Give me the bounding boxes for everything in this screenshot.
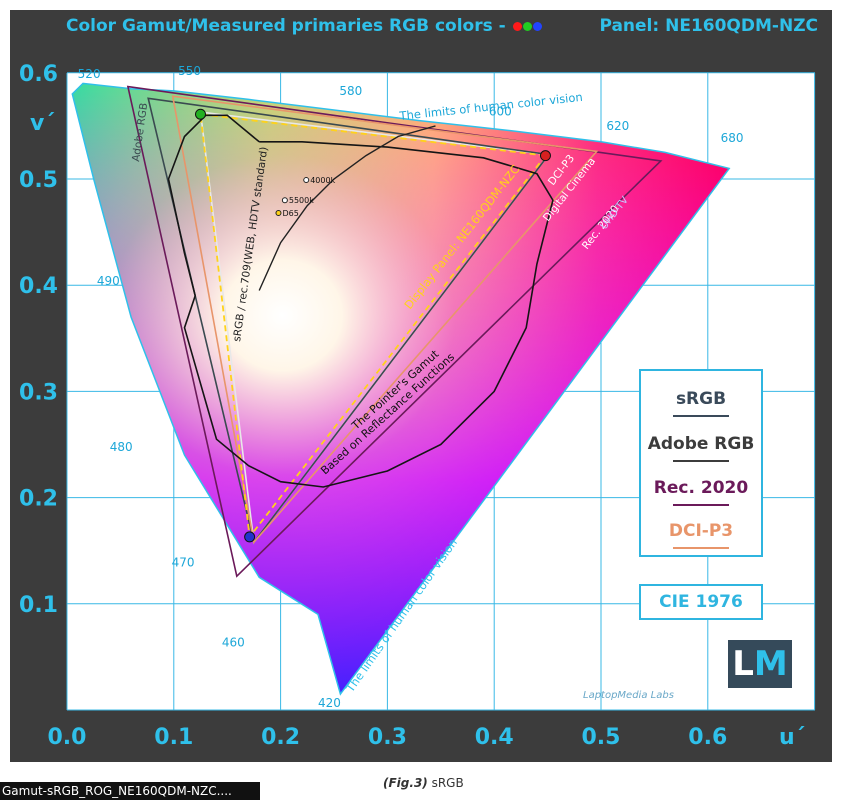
y-tick-label: 0.5: [19, 168, 58, 193]
legend-item-adobe-rgb: Adobe RGB: [647, 434, 755, 454]
y-tick-label: 0.6: [19, 62, 58, 87]
legend-item-rec2020: Rec. 2020: [653, 478, 749, 498]
x-axis-label: u´: [779, 725, 806, 750]
dcip3-triangle: [171, 95, 599, 544]
white-point-label: D65: [282, 209, 298, 218]
legend-item-dcip3: DCI-P3: [668, 521, 734, 541]
chart-title: Color Gamut/Measured primaries RGB color…: [66, 16, 542, 36]
laptopmedia-logo: LM: [728, 640, 792, 688]
wavelength-label: 600: [489, 104, 512, 118]
spectral-locus-glow: [72, 83, 730, 695]
wavelength-label: 680: [721, 131, 744, 145]
wavelength-label: 620: [606, 119, 629, 133]
white-point-label: 4000k: [310, 176, 335, 185]
logo-l: L: [732, 644, 754, 684]
wavelength-label: 480: [110, 440, 133, 454]
primary-dots: [512, 16, 542, 36]
labs-watermark: LaptopMedia Labs: [583, 690, 674, 701]
caption-fig: (Fig.3): [383, 776, 428, 790]
pointer-gamut-curve: [167, 114, 554, 488]
chart-title-text: Color Gamut/Measured primaries RGB color…: [66, 16, 506, 36]
y-tick-label: 0.3: [19, 380, 58, 405]
white-point-marker: [281, 197, 288, 204]
file-name-tag[interactable]: Gamut-sRGB_ROG_NE160QDM-NZC....: [0, 782, 260, 800]
gamut-lines: 4000k 5500k D65: [126, 85, 663, 578]
caption-text: sRGB: [427, 776, 464, 790]
x-tick-label: 0.5: [582, 725, 621, 750]
axis-labels: 0.0 0.1 0.2 0.3 0.4 0.5 0.6 0.1 0.2 0.3 0.4 0.5 0.6 v…: [19, 62, 806, 750]
legend-line-rec2020: [673, 504, 729, 506]
primary-dot-icon: [522, 22, 532, 31]
panel-label: Panel: NE160QDM-NZC: [599, 16, 818, 36]
wavelength-label: 550: [178, 64, 201, 78]
y-tick-label: 0.4: [19, 274, 58, 299]
white-point-marker: [303, 177, 310, 184]
adobe-rgb-triangle: [147, 97, 551, 545]
x-tick-label: 0.1: [154, 725, 193, 750]
rec2020-triangle: [126, 85, 663, 578]
wavelength-label: 490: [97, 274, 120, 288]
logo-m: M: [753, 644, 788, 684]
measured-primary-point: [539, 150, 551, 162]
figure-caption: (Fig.3) sRGB: [383, 776, 464, 790]
white-point-marker: [275, 209, 282, 216]
wavelength-label: 470: [172, 556, 195, 570]
legend-line-srgb: [673, 415, 729, 417]
measured-primary-point: [244, 531, 256, 543]
y-tick-label: 0.1: [19, 593, 58, 618]
x-tick-label: 0.6: [688, 725, 727, 750]
x-tick-label: 0.2: [261, 725, 300, 750]
display-panel-triangle: [199, 113, 548, 540]
wavelength-label: 580: [339, 84, 362, 98]
planckian-locus: [258, 125, 436, 291]
measured-primary-point: [195, 108, 206, 120]
wavelength-label: 520: [78, 67, 101, 81]
wavelength-label: 420: [318, 696, 341, 710]
legend-item-srgb: sRGB: [675, 389, 727, 409]
legend-line-adobe-rgb: [673, 460, 729, 462]
x-tick-label: 0.4: [475, 725, 514, 750]
wavelength-label: 460: [222, 635, 245, 649]
primary-dot-icon: [532, 22, 542, 31]
y-axis-label: v´: [30, 111, 55, 136]
x-tick-label: 0.0: [48, 725, 87, 750]
color-space-label: CIE 1976: [639, 584, 763, 620]
x-tick-label: 0.3: [368, 725, 407, 750]
y-tick-label: 0.2: [19, 487, 58, 512]
primary-dot-icon: [512, 22, 522, 31]
legend: sRGB Adobe RGB Rec. 2020 DCI-P3: [639, 369, 763, 557]
white-point-label: 5500k: [289, 196, 314, 205]
legend-line-dcip3: [673, 547, 729, 549]
